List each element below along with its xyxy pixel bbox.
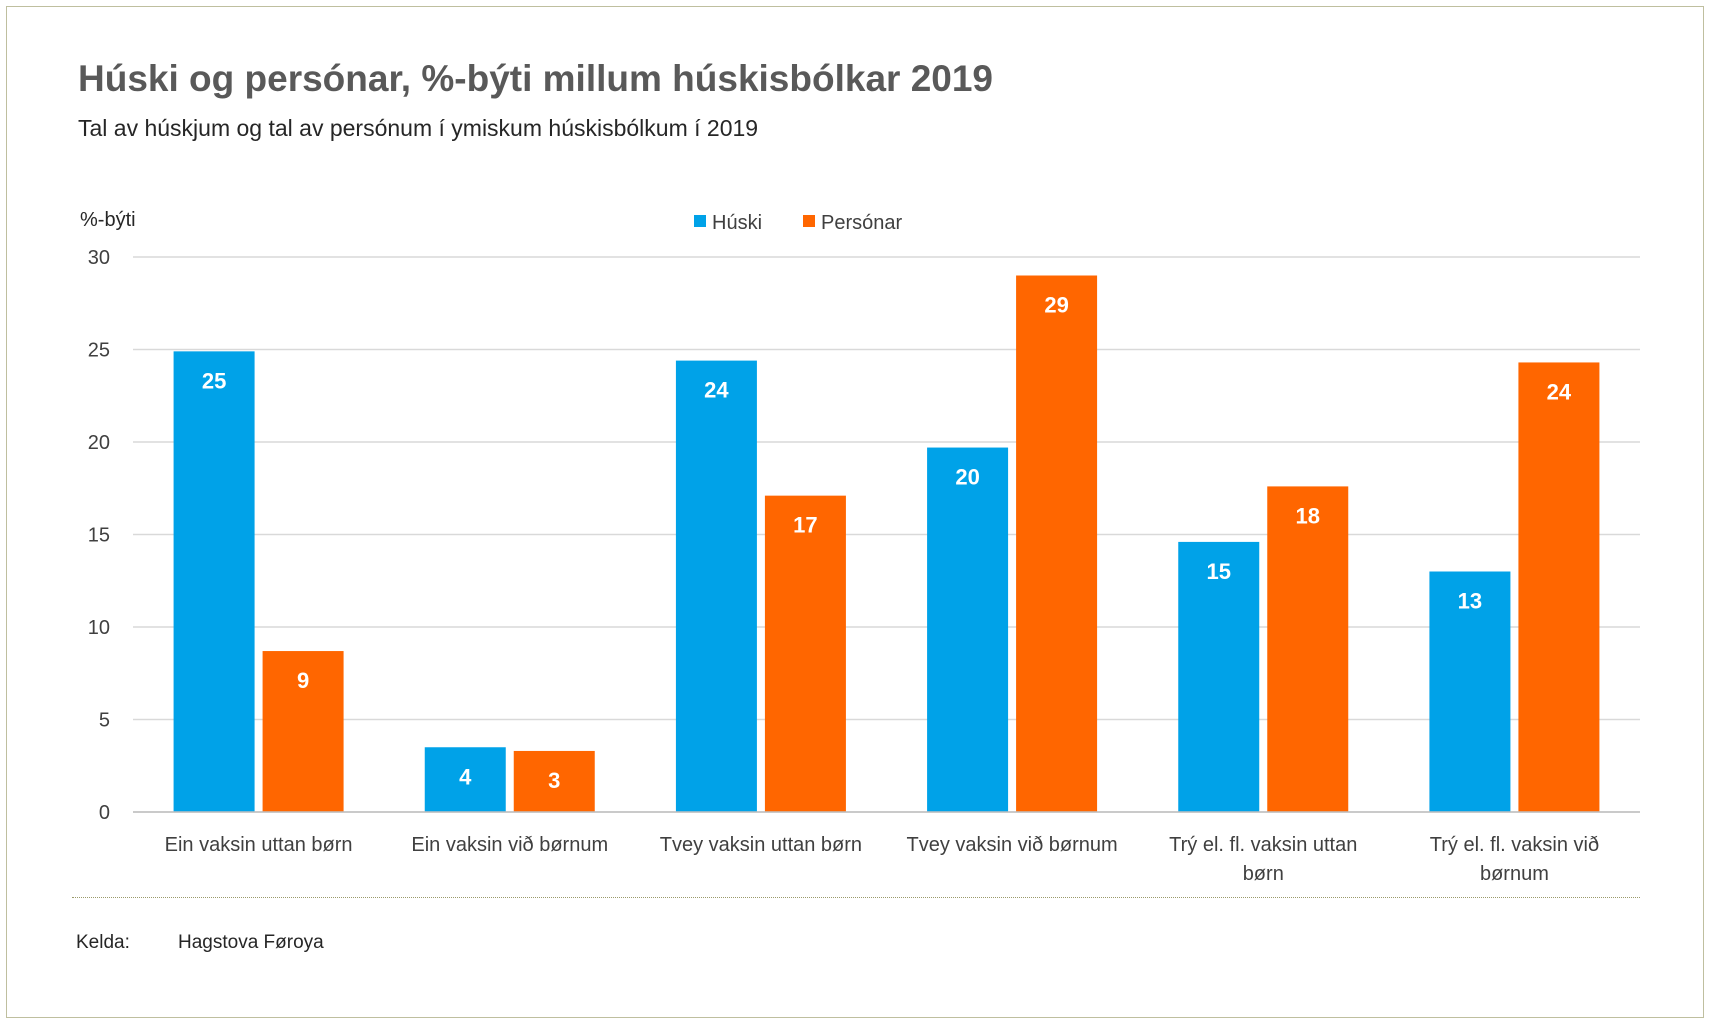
data-label: 20 — [955, 465, 979, 490]
bar — [1429, 571, 1511, 812]
y-tick-label: 5 — [99, 710, 110, 732]
x-category-label: Tvey vaksin uttan børn — [660, 834, 862, 856]
bar — [424, 747, 506, 812]
bar — [1178, 541, 1260, 812]
bar — [262, 651, 344, 812]
x-category-label: børnum — [1480, 863, 1549, 885]
legend-label: Húski — [712, 212, 762, 234]
bar — [173, 351, 255, 812]
x-category-label: Trý el. fl. vaksin við — [1430, 834, 1599, 856]
bar — [1518, 362, 1600, 812]
x-category-label: Tvey vaksin við børnum — [906, 834, 1117, 856]
data-label: 4 — [459, 764, 472, 789]
data-label: 15 — [1207, 559, 1231, 584]
data-label: 13 — [1458, 589, 1482, 614]
bar — [513, 750, 595, 812]
chart-title: Húski og persónar, %-býti millum húskisb… — [78, 58, 994, 99]
chart-frame — [6, 6, 1704, 1018]
data-label: 29 — [1044, 293, 1068, 318]
legend-label: Persónar — [821, 212, 902, 234]
y-tick-label: 0 — [99, 802, 110, 824]
y-tick-label: 10 — [88, 617, 110, 639]
y-tick-label: 25 — [88, 340, 110, 362]
legend-swatch-húski — [694, 215, 706, 227]
y-tick-label: 15 — [88, 525, 110, 547]
y-axis-label: %-býti — [80, 209, 136, 231]
bar — [675, 360, 757, 812]
legend-swatch-persónar — [803, 215, 815, 227]
chart-subtitle: Tal av húskjum og tal av persónum í ymis… — [78, 115, 759, 141]
data-label: 18 — [1296, 503, 1320, 528]
bar — [1267, 486, 1349, 812]
x-category-label: Trý el. fl. vaksin uttan — [1169, 834, 1357, 856]
data-label: 9 — [297, 668, 309, 693]
source-value: Hagstova Føroya — [178, 932, 324, 953]
bar — [927, 447, 1009, 812]
y-tick-label: 30 — [88, 247, 110, 269]
data-label: 24 — [1547, 379, 1572, 404]
bar — [764, 495, 846, 812]
y-tick-label: 20 — [88, 432, 110, 454]
data-label: 3 — [548, 768, 560, 793]
source-label: Kelda: — [76, 932, 130, 953]
data-label: 24 — [704, 378, 729, 403]
data-label: 25 — [202, 368, 226, 393]
data-label: 17 — [793, 513, 817, 538]
x-category-label: Ein vaksin uttan børn — [165, 834, 353, 856]
footer-divider — [72, 897, 1640, 898]
x-category-label: Ein vaksin við børnum — [411, 834, 608, 856]
bar — [1016, 275, 1098, 812]
x-category-label: børn — [1243, 863, 1284, 885]
